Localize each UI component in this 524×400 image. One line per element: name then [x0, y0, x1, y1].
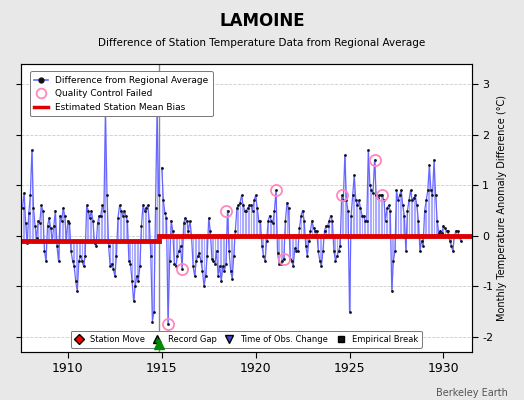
- Text: Berkeley Earth: Berkeley Earth: [436, 388, 508, 398]
- Text: LAMOINE: LAMOINE: [219, 12, 305, 30]
- Legend: Station Move, Record Gap, Time of Obs. Change, Empirical Break: Station Move, Record Gap, Time of Obs. C…: [71, 330, 422, 348]
- Y-axis label: Monthly Temperature Anomaly Difference (°C): Monthly Temperature Anomaly Difference (…: [497, 95, 507, 321]
- Text: Difference of Station Temperature Data from Regional Average: Difference of Station Temperature Data f…: [99, 38, 425, 48]
